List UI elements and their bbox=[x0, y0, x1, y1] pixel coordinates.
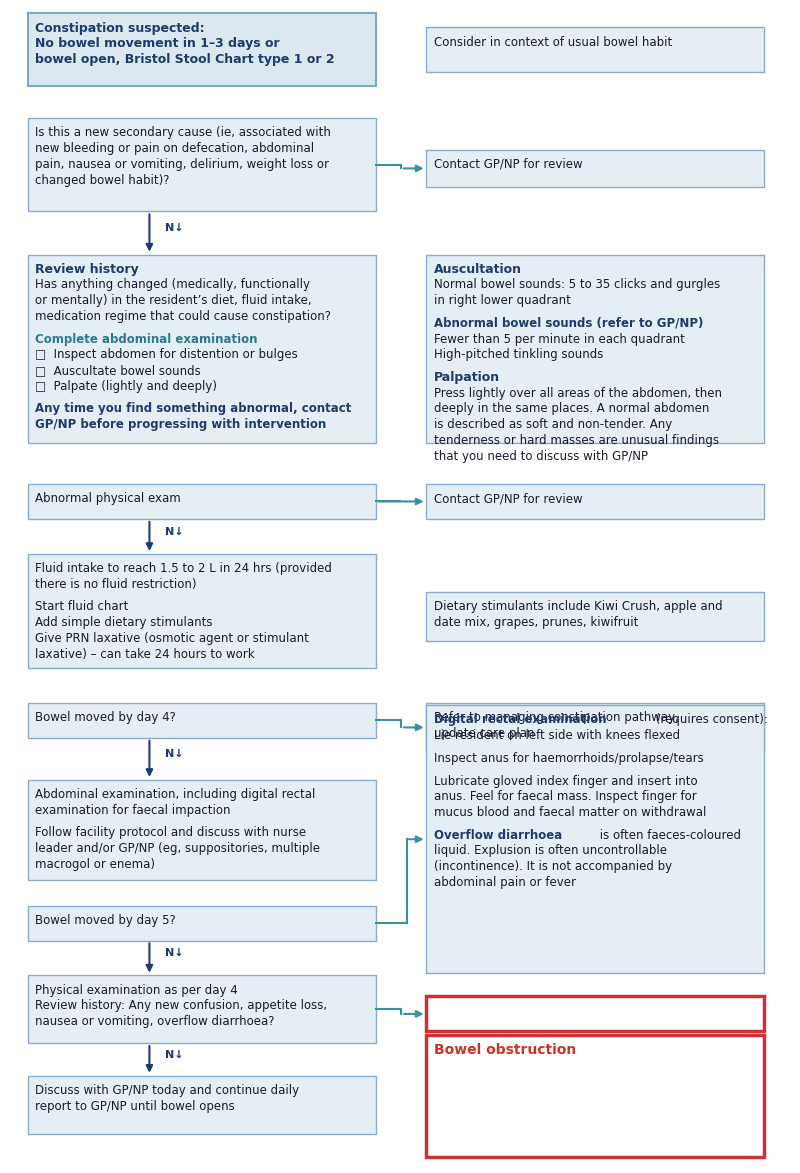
Text: Bowel moved by day 5?: Bowel moved by day 5? bbox=[35, 914, 176, 927]
Text: abdominal pain or fever: abdominal pain or fever bbox=[434, 876, 576, 889]
Text: Inspect anus for haemorrhoids/prolapse/tears: Inspect anus for haemorrhoids/prolapse/t… bbox=[434, 752, 704, 765]
Text: changed bowel habit)?: changed bowel habit)? bbox=[35, 174, 170, 187]
Text: Start fluid chart: Start fluid chart bbox=[35, 601, 129, 613]
Text: tenderness or hard masses are unusual findings: tenderness or hard masses are unusual fi… bbox=[434, 434, 719, 447]
FancyBboxPatch shape bbox=[28, 1076, 376, 1134]
Text: N↓: N↓ bbox=[165, 1050, 184, 1059]
Text: Physical examination as per day 4: Physical examination as per day 4 bbox=[35, 984, 238, 997]
Text: Lie resident on left side with knees flexed: Lie resident on left side with knees fle… bbox=[434, 730, 681, 743]
Text: leader and/or GP/NP (eg, suppositories, multiple: leader and/or GP/NP (eg, suppositories, … bbox=[35, 842, 321, 855]
FancyBboxPatch shape bbox=[426, 703, 764, 752]
Text: Constipation suspected:: Constipation suspected: bbox=[35, 21, 205, 35]
Text: nausea or vomiting, overflow diarrhoea?: nausea or vomiting, overflow diarrhoea? bbox=[35, 1015, 275, 1028]
FancyBboxPatch shape bbox=[28, 906, 376, 941]
Text: □  Auscultate bowel sounds: □ Auscultate bowel sounds bbox=[35, 364, 201, 377]
FancyBboxPatch shape bbox=[28, 484, 376, 518]
Text: (incontinence). It is not accompanied by: (incontinence). It is not accompanied by bbox=[434, 860, 673, 873]
Text: anus. Feel for faecal mass. Inspect finger for: anus. Feel for faecal mass. Inspect fing… bbox=[434, 791, 697, 804]
Text: N↓: N↓ bbox=[165, 750, 184, 759]
Text: is often faeces-coloured: is often faeces-coloured bbox=[596, 829, 741, 842]
FancyBboxPatch shape bbox=[426, 996, 764, 1031]
FancyBboxPatch shape bbox=[28, 703, 376, 738]
FancyBboxPatch shape bbox=[426, 484, 764, 518]
Text: in right lower quadrant: in right lower quadrant bbox=[434, 294, 571, 307]
Text: Review history: Any new confusion, appetite loss,: Review history: Any new confusion, appet… bbox=[35, 999, 327, 1012]
Text: examination for faecal impaction: examination for faecal impaction bbox=[35, 804, 231, 816]
Text: Bowel moved by day 4?: Bowel moved by day 4? bbox=[35, 711, 176, 724]
FancyBboxPatch shape bbox=[28, 976, 376, 1043]
Text: report to GP/NP until bowel opens: report to GP/NP until bowel opens bbox=[35, 1099, 235, 1112]
Text: □  Palpate (lightly and deeply): □ Palpate (lightly and deeply) bbox=[35, 380, 218, 393]
Text: Abnormal physical exam: Abnormal physical exam bbox=[35, 493, 181, 506]
Text: N↓: N↓ bbox=[165, 223, 184, 233]
Text: Add simple dietary stimulants: Add simple dietary stimulants bbox=[35, 616, 213, 629]
Text: No bowel movement in 1–3 days or: No bowel movement in 1–3 days or bbox=[35, 38, 280, 50]
Text: Contact GP/NP for review: Contact GP/NP for review bbox=[434, 158, 583, 171]
Text: update care plan: update care plan bbox=[434, 727, 534, 740]
Text: (requires consent):: (requires consent): bbox=[652, 713, 768, 726]
Text: Refer to managing constipation pathway,: Refer to managing constipation pathway, bbox=[434, 711, 679, 724]
Text: Bowel obstruction: Bowel obstruction bbox=[434, 1043, 577, 1057]
Text: or mentally) in the resident’s diet, fluid intake,: or mentally) in the resident’s diet, flu… bbox=[35, 294, 312, 307]
Text: Give PRN laxative (osmotic agent or stimulant: Give PRN laxative (osmotic agent or stim… bbox=[35, 632, 310, 645]
Text: N↓: N↓ bbox=[165, 948, 184, 958]
Text: Review history: Review history bbox=[35, 263, 139, 276]
FancyBboxPatch shape bbox=[28, 554, 376, 669]
FancyBboxPatch shape bbox=[28, 255, 376, 443]
Text: deeply in the same places. A normal abdomen: deeply in the same places. A normal abdo… bbox=[434, 402, 710, 415]
Text: that you need to discuss with GP/NP: that you need to discuss with GP/NP bbox=[434, 449, 648, 462]
Text: □  Inspect abdomen for distention or bulges: □ Inspect abdomen for distention or bulg… bbox=[35, 348, 298, 361]
Text: Complete abdominal examination: Complete abdominal examination bbox=[35, 333, 258, 346]
Text: Digital rectal examination: Digital rectal examination bbox=[434, 713, 607, 726]
Text: mucus blood and faecal matter on withdrawal: mucus blood and faecal matter on withdra… bbox=[434, 806, 706, 819]
FancyBboxPatch shape bbox=[426, 1035, 764, 1158]
Text: there is no fluid restriction): there is no fluid restriction) bbox=[35, 578, 197, 591]
FancyBboxPatch shape bbox=[28, 118, 376, 211]
Text: Consider in context of usual bowel habit: Consider in context of usual bowel habit bbox=[434, 35, 673, 48]
FancyBboxPatch shape bbox=[426, 150, 764, 187]
Text: Follow facility protocol and discuss with nurse: Follow facility protocol and discuss wit… bbox=[35, 827, 306, 840]
Text: new bleeding or pain on defecation, abdominal: new bleeding or pain on defecation, abdo… bbox=[35, 142, 314, 155]
FancyBboxPatch shape bbox=[426, 255, 764, 443]
Text: Normal bowel sounds: 5 to 35 clicks and gurgles: Normal bowel sounds: 5 to 35 clicks and … bbox=[434, 278, 721, 291]
Text: Palpation: Palpation bbox=[434, 371, 501, 384]
Text: bowel open, Bristol Stool Chart type 1 or 2: bowel open, Bristol Stool Chart type 1 o… bbox=[35, 53, 335, 66]
Text: GP/NP before progressing with intervention: GP/NP before progressing with interventi… bbox=[35, 419, 326, 432]
Text: pain, nausea or vomiting, delirium, weight loss or: pain, nausea or vomiting, delirium, weig… bbox=[35, 158, 330, 171]
Text: High-pitched tinkling sounds: High-pitched tinkling sounds bbox=[434, 348, 604, 361]
Text: medication regime that could cause constipation?: medication regime that could cause const… bbox=[35, 310, 331, 323]
Text: laxative) – can take 24 hours to work: laxative) – can take 24 hours to work bbox=[35, 647, 255, 660]
Text: Abdominal examination, including digital rectal: Abdominal examination, including digital… bbox=[35, 788, 316, 801]
Text: Is this a new secondary cause (ie, associated with: Is this a new secondary cause (ie, assoc… bbox=[35, 127, 331, 140]
Text: N↓: N↓ bbox=[165, 527, 184, 537]
Text: Press lightly over all areas of the abdomen, then: Press lightly over all areas of the abdo… bbox=[434, 387, 722, 400]
Text: Has anything changed (medically, functionally: Has anything changed (medically, functio… bbox=[35, 278, 310, 291]
Text: Abnormal bowel sounds (refer to GP/NP): Abnormal bowel sounds (refer to GP/NP) bbox=[434, 317, 704, 330]
FancyBboxPatch shape bbox=[426, 592, 764, 642]
Text: Overflow diarrhoea: Overflow diarrhoea bbox=[434, 829, 562, 842]
Text: is described as soft and non-tender. Any: is described as soft and non-tender. Any bbox=[434, 419, 673, 432]
Text: Discuss with GP/NP today and continue daily: Discuss with GP/NP today and continue da… bbox=[35, 1084, 299, 1097]
Text: Any time you find something abnormal, contact: Any time you find something abnormal, co… bbox=[35, 402, 352, 415]
Text: Fluid intake to reach 1.5 to 2 L in 24 hrs (provided: Fluid intake to reach 1.5 to 2 L in 24 h… bbox=[35, 562, 332, 575]
Text: date mix, grapes, prunes, kiwifruit: date mix, grapes, prunes, kiwifruit bbox=[434, 616, 638, 629]
Text: liquid. Explusion is often uncontrollable: liquid. Explusion is often uncontrollabl… bbox=[434, 845, 667, 857]
Text: Lubricate gloved index finger and insert into: Lubricate gloved index finger and insert… bbox=[434, 774, 698, 787]
Text: Fewer than 5 per minute in each quadrant: Fewer than 5 per minute in each quadrant bbox=[434, 333, 685, 346]
Text: Auscultation: Auscultation bbox=[434, 263, 522, 276]
FancyBboxPatch shape bbox=[426, 27, 764, 72]
FancyBboxPatch shape bbox=[28, 780, 376, 880]
Text: Contact GP/NP for review: Contact GP/NP for review bbox=[434, 493, 583, 506]
Text: macrogol or enema): macrogol or enema) bbox=[35, 857, 155, 870]
FancyBboxPatch shape bbox=[426, 705, 764, 974]
FancyBboxPatch shape bbox=[28, 13, 376, 86]
Text: Dietary stimulants include Kiwi Crush, apple and: Dietary stimulants include Kiwi Crush, a… bbox=[434, 601, 723, 613]
